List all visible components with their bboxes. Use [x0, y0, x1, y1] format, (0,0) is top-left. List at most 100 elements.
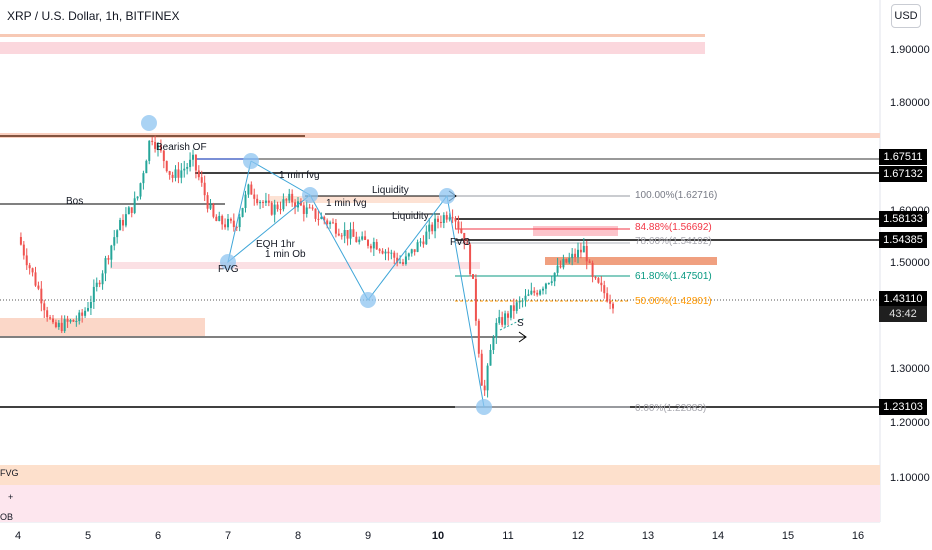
- candle-body: [591, 262, 594, 277]
- currency-button[interactable]: USD: [891, 4, 921, 28]
- arrow-head: [518, 331, 527, 343]
- fib-level-50[interactable]: 50.00%(1.42801): [635, 296, 712, 307]
- level-label: 1.58133: [879, 211, 927, 227]
- candle-body: [159, 144, 162, 151]
- candle-body: [434, 218, 437, 232]
- candle-body: [512, 305, 515, 311]
- level-label: 1.23103: [879, 399, 927, 415]
- candle-body: [460, 228, 463, 233]
- candle-body: [212, 204, 215, 217]
- candle-body: [396, 257, 399, 263]
- price-tick: 1.30000: [890, 363, 930, 375]
- candle-body: [104, 258, 107, 274]
- candle-body: [582, 245, 585, 253]
- candle-body: [332, 222, 334, 224]
- candle-body: [92, 286, 95, 302]
- level-label: 1.67511: [879, 149, 927, 165]
- price-tick: 1.80000: [890, 97, 930, 109]
- time-tick: 9: [364, 530, 372, 542]
- candle-body: [565, 259, 568, 263]
- candle-body: [375, 241, 378, 250]
- candle-body: [372, 241, 375, 249]
- candle-body: [544, 283, 547, 289]
- candle-body: [294, 202, 297, 208]
- candle-body: [320, 216, 323, 219]
- annotation-eqh[interactable]: EQH 1hr: [256, 239, 295, 250]
- candle-body: [612, 303, 614, 309]
- fib-level-100[interactable]: 100.00%(1.62716): [635, 190, 718, 201]
- candle-body: [390, 252, 393, 254]
- annotation-fvg[interactable]: FVG: [218, 264, 239, 275]
- candle-body: [148, 140, 151, 161]
- candle-body: [276, 204, 279, 210]
- annotation-fvg[interactable]: FVG: [450, 237, 471, 248]
- annotation-liquidity[interactable]: Liquidity: [372, 185, 409, 196]
- candle-body: [203, 182, 206, 196]
- candle-body: [492, 337, 495, 350]
- candle-body: [454, 218, 457, 222]
- fib-level-8488[interactable]: 84.88%(1.56692): [635, 222, 712, 233]
- candle-body: [186, 167, 189, 169]
- candle-body: [524, 295, 527, 301]
- pivot-marker: [439, 188, 455, 204]
- candle-body: [171, 174, 174, 178]
- candle-body: [229, 218, 232, 221]
- candle-body: [247, 184, 250, 195]
- candle-body: [218, 215, 221, 222]
- zone-orange-box: [545, 257, 717, 265]
- annotation-s[interactable]: S: [517, 318, 524, 329]
- fib-level-618[interactable]: 61.80%(1.47501): [635, 271, 712, 282]
- zone-fvg-pink: [110, 262, 480, 269]
- candle-body: [609, 301, 612, 304]
- candle-body: [37, 285, 40, 289]
- fib-level-786[interactable]: 78.60%(1.54192): [635, 236, 712, 247]
- annotation-1min-fvg[interactable]: 1 min fvg: [326, 198, 367, 209]
- candle-body: [451, 217, 454, 219]
- candle-body: [78, 312, 81, 321]
- annotation-bos[interactable]: Bos: [66, 196, 84, 207]
- candle-body: [530, 290, 533, 295]
- candle-body: [334, 222, 337, 234]
- time-tick: 6: [154, 530, 162, 542]
- zone-fib-red: [533, 226, 618, 236]
- candle-body: [75, 320, 78, 322]
- candle-body: [323, 216, 326, 221]
- candle-body: [72, 319, 75, 322]
- candle-body: [489, 349, 492, 366]
- candle-body: [122, 219, 124, 226]
- candle-body: [46, 310, 49, 318]
- candle-body: [574, 253, 577, 258]
- candle-body: [594, 276, 597, 279]
- candle-body: [378, 249, 381, 251]
- candle-body: [361, 236, 364, 240]
- candle-body: [504, 313, 507, 325]
- candle-body: [291, 193, 294, 203]
- candle-body: [87, 308, 89, 311]
- candle-body: [116, 230, 119, 238]
- pivot-marker: [302, 187, 318, 203]
- zone-bottom-fvg: [0, 465, 880, 485]
- candle-body: [367, 239, 369, 246]
- candle-body: [124, 214, 127, 226]
- annotation-1min-ob[interactable]: 1 min Ob: [265, 249, 306, 260]
- symbol-title[interactable]: XRP / U.S. Dollar, 1h, BITFINEX: [7, 9, 180, 23]
- price-tick: 1.10000: [890, 472, 930, 484]
- candle-body: [270, 202, 273, 215]
- annotation-1min-fvg[interactable]: 1 min fvg: [279, 170, 320, 181]
- annotation-liquidity[interactable]: Liquidity: [392, 211, 429, 222]
- candle-body: [547, 282, 550, 284]
- candle-body: [209, 204, 212, 209]
- pivot-marker: [141, 115, 157, 131]
- candle-body: [264, 200, 267, 203]
- candle-body: [81, 312, 84, 316]
- candle-body: [340, 235, 343, 237]
- candle-body: [244, 194, 247, 209]
- candle-body: [469, 244, 472, 275]
- candle-body: [241, 208, 244, 217]
- candle-body: [49, 317, 52, 319]
- fib-level-0[interactable]: 0.00%(1.22883): [635, 403, 707, 414]
- candle-body: [311, 207, 314, 209]
- candle-body: [588, 261, 591, 263]
- annotation-bearish-of[interactable]: Bearish OF: [156, 142, 207, 153]
